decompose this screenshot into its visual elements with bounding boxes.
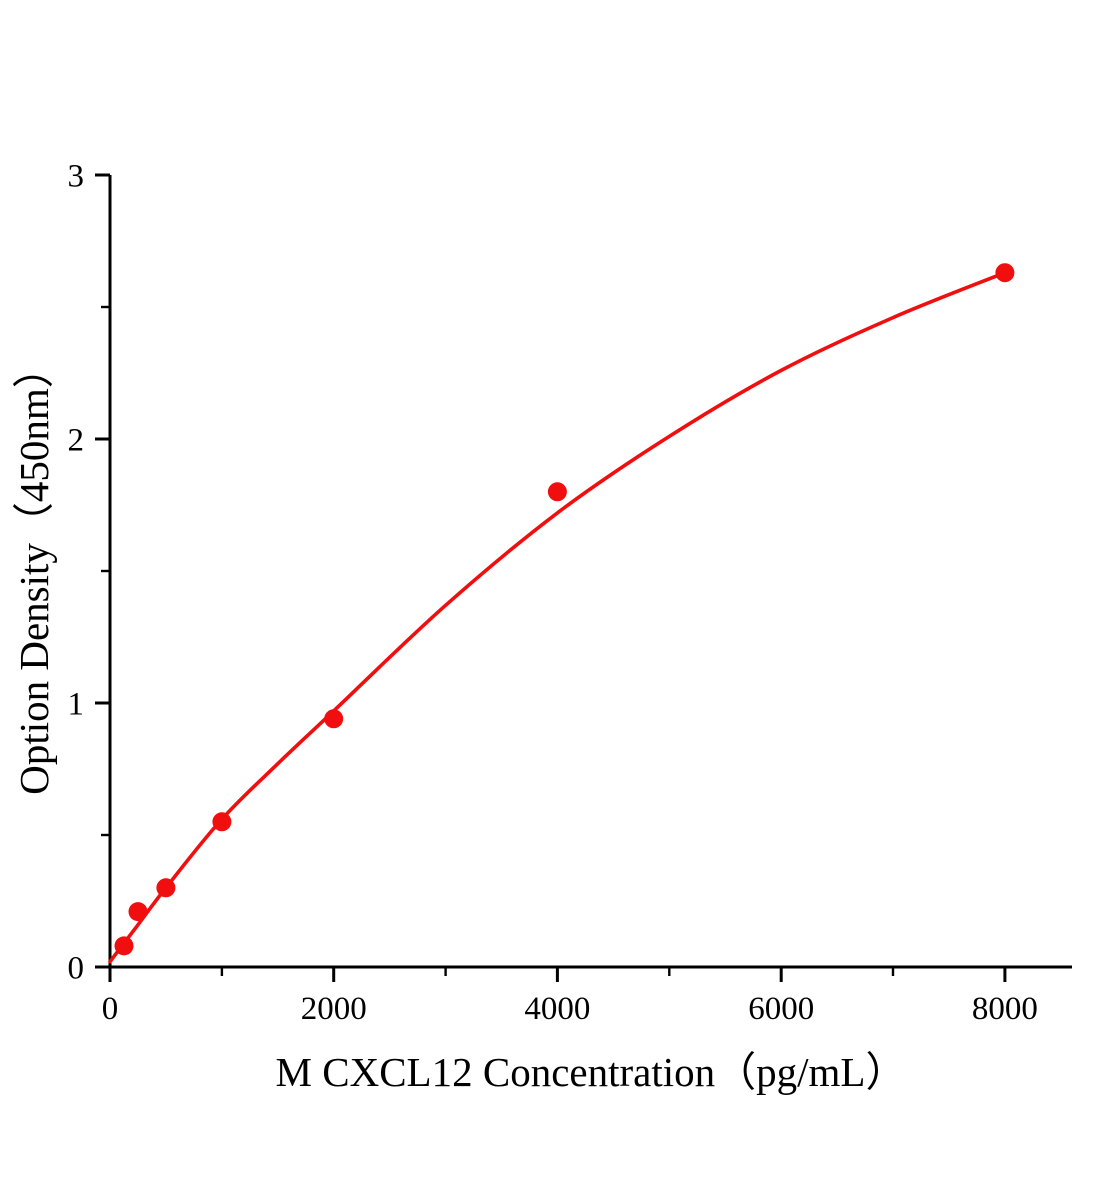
- standard-curve-line: [108, 270, 1007, 964]
- data-point: [114, 936, 134, 956]
- y-tick-label: 1: [68, 687, 85, 723]
- y-tick-label: 0: [68, 951, 85, 987]
- data-point: [324, 709, 344, 729]
- x-tick-label: 4000: [524, 991, 590, 1027]
- data-point: [156, 878, 176, 898]
- x-tick-label: 2000: [301, 991, 367, 1027]
- y-tick-label: 2: [68, 423, 85, 459]
- data-point: [547, 482, 567, 502]
- x-tick-label: 0: [102, 991, 119, 1027]
- data-point: [128, 902, 148, 922]
- data-point: [212, 812, 232, 832]
- x-axis-title: M CXCL12 Concentration（pg/mL）: [276, 1049, 907, 1095]
- x-tick-label: 6000: [748, 991, 814, 1027]
- points-layer: [114, 263, 1015, 956]
- axes-layer: 0 2000 4000 6000 8000 0 1 2 3: [68, 159, 1072, 1027]
- y-axis-title: Option Density（450nm）: [11, 347, 57, 795]
- data-point: [995, 263, 1015, 283]
- curve-layer: [108, 270, 1007, 964]
- x-tick-label: 8000: [972, 991, 1038, 1027]
- y-tick-label: 3: [68, 159, 85, 195]
